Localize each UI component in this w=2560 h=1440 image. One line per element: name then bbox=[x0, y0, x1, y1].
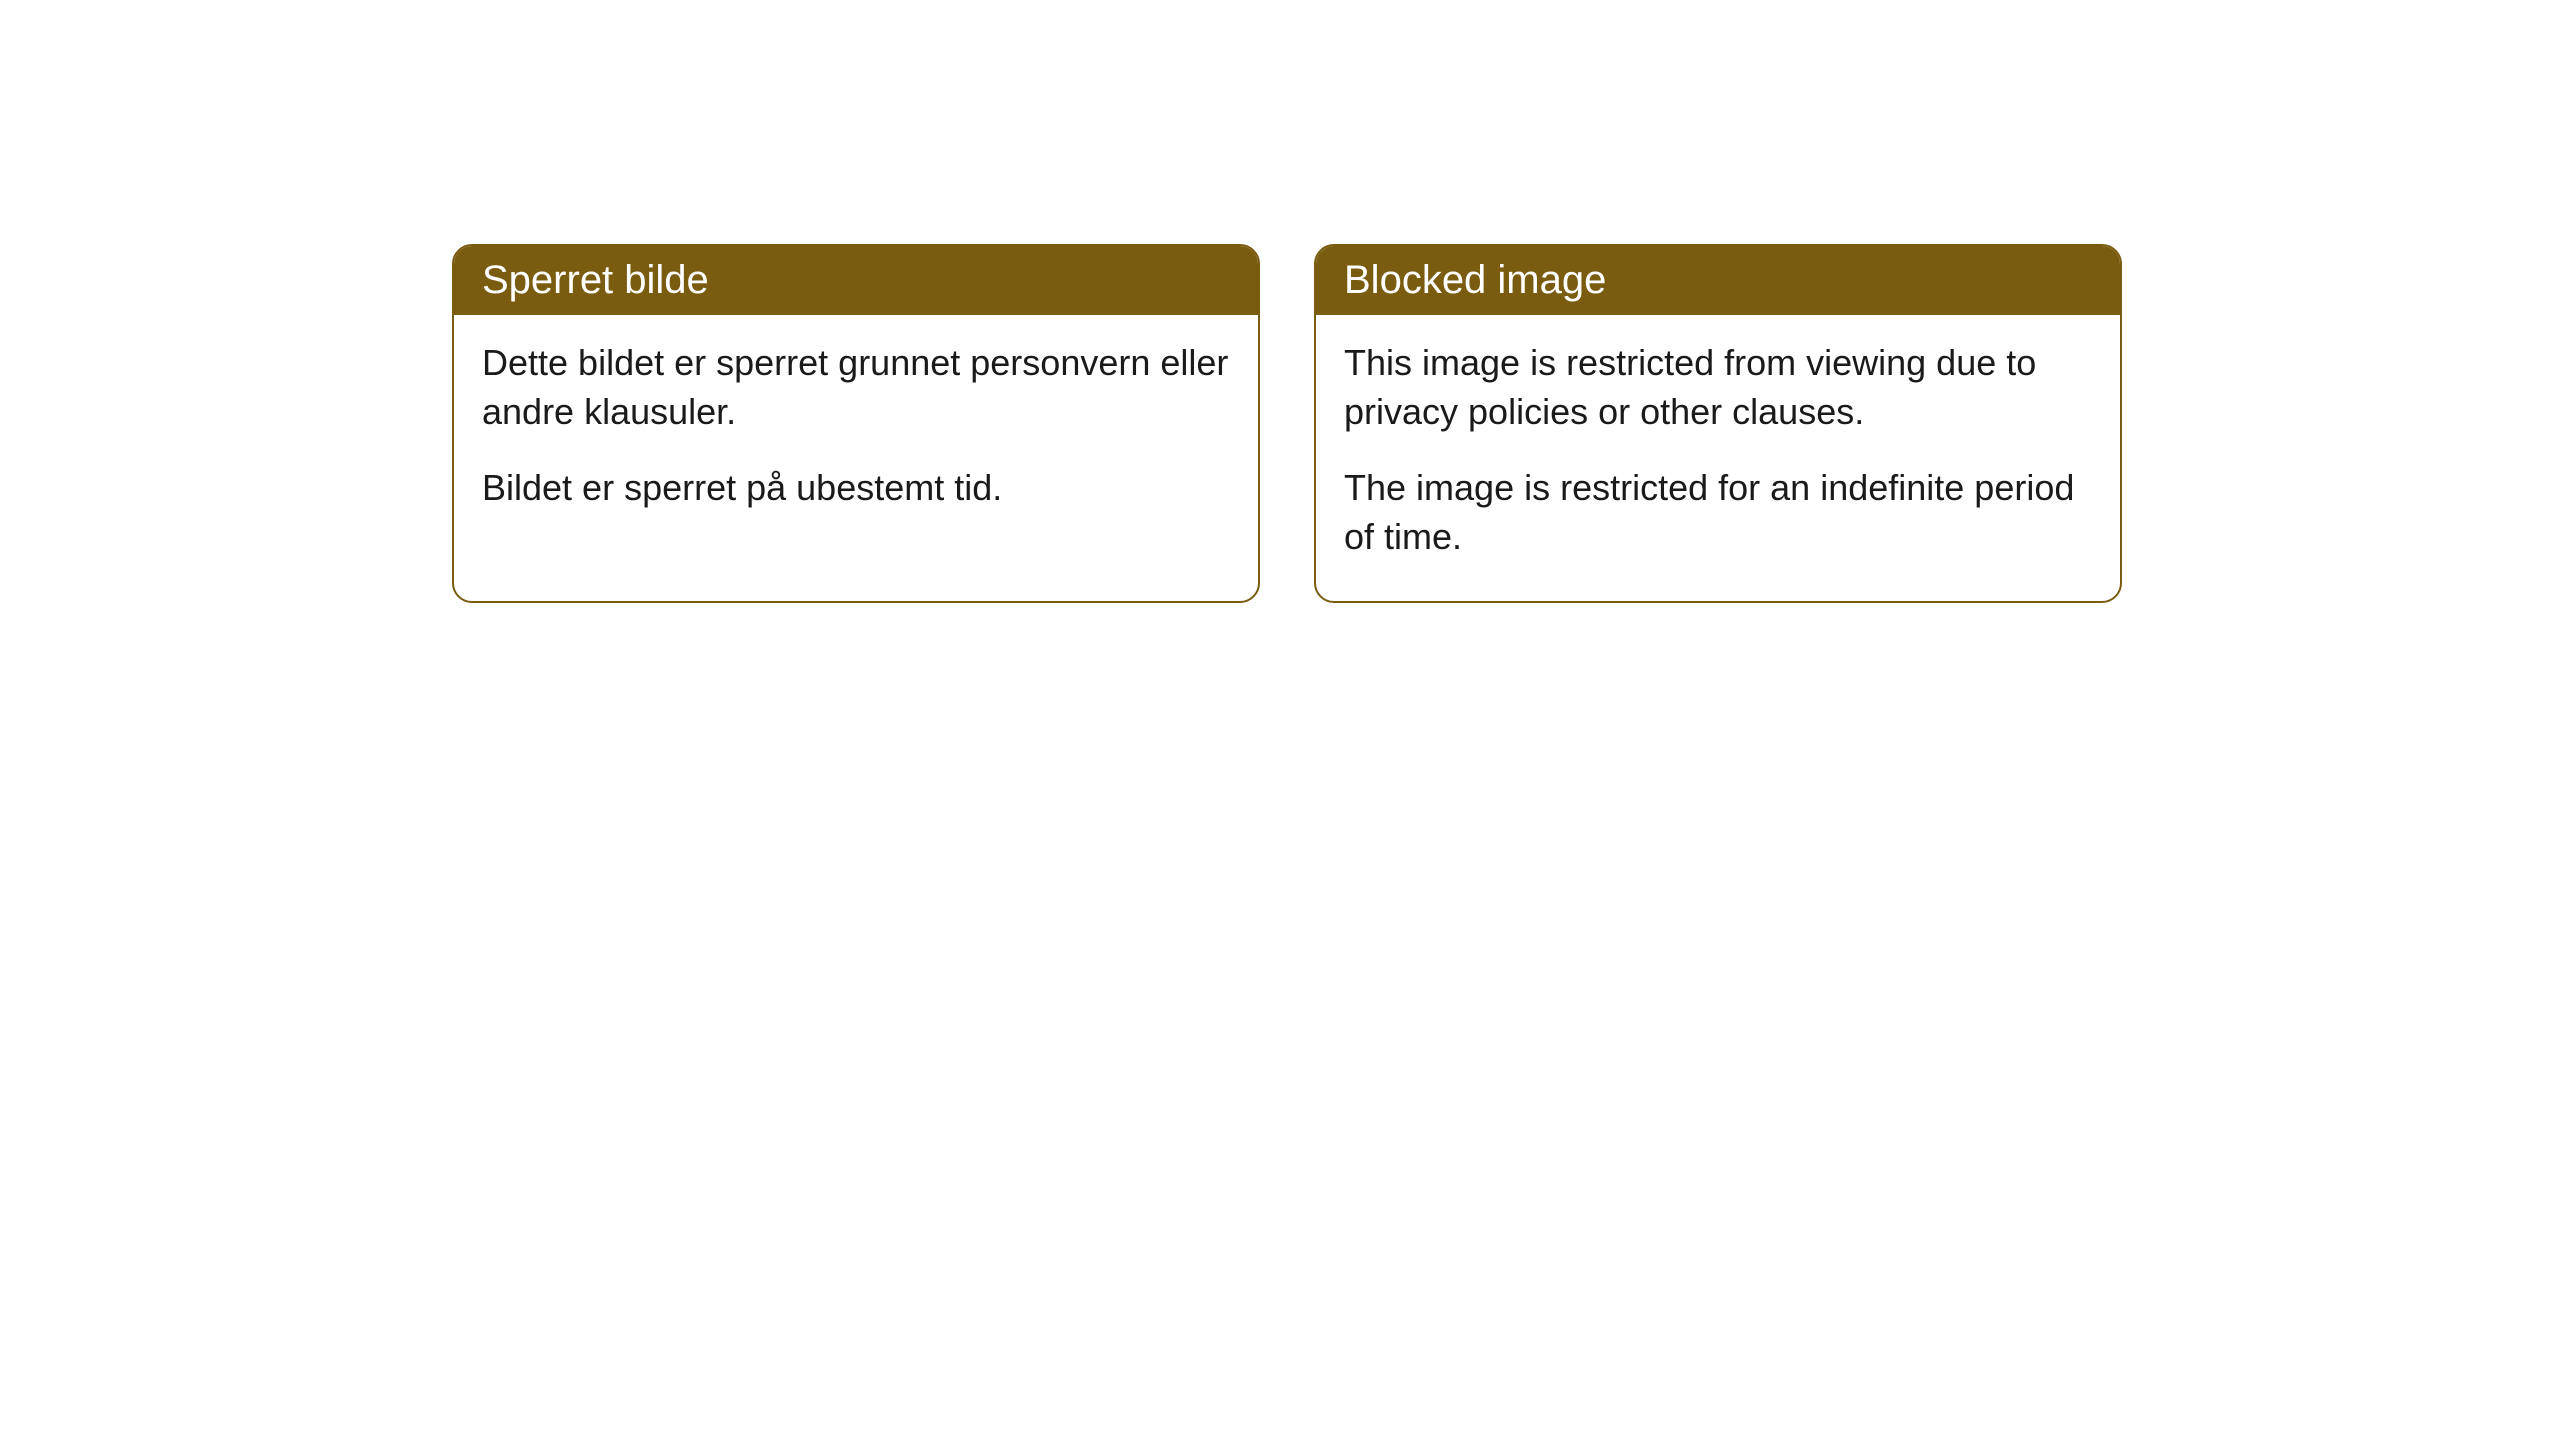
card-header: Sperret bilde bbox=[454, 246, 1258, 315]
card-title: Blocked image bbox=[1344, 258, 1606, 302]
card-header: Blocked image bbox=[1316, 246, 2120, 315]
card-title: Sperret bilde bbox=[482, 258, 709, 302]
notice-card-norwegian: Sperret bilde Dette bildet er sperret gr… bbox=[452, 244, 1260, 603]
card-paragraph: Dette bildet er sperret grunnet personve… bbox=[482, 339, 1230, 436]
card-body: Dette bildet er sperret grunnet personve… bbox=[454, 315, 1258, 553]
card-body: This image is restricted from viewing du… bbox=[1316, 315, 2120, 601]
card-paragraph: The image is restricted for an indefinit… bbox=[1344, 464, 2092, 561]
notice-cards-container: Sperret bilde Dette bildet er sperret gr… bbox=[452, 244, 2122, 603]
card-paragraph: Bildet er sperret på ubestemt tid. bbox=[482, 464, 1230, 513]
card-paragraph: This image is restricted from viewing du… bbox=[1344, 339, 2092, 436]
notice-card-english: Blocked image This image is restricted f… bbox=[1314, 244, 2122, 603]
